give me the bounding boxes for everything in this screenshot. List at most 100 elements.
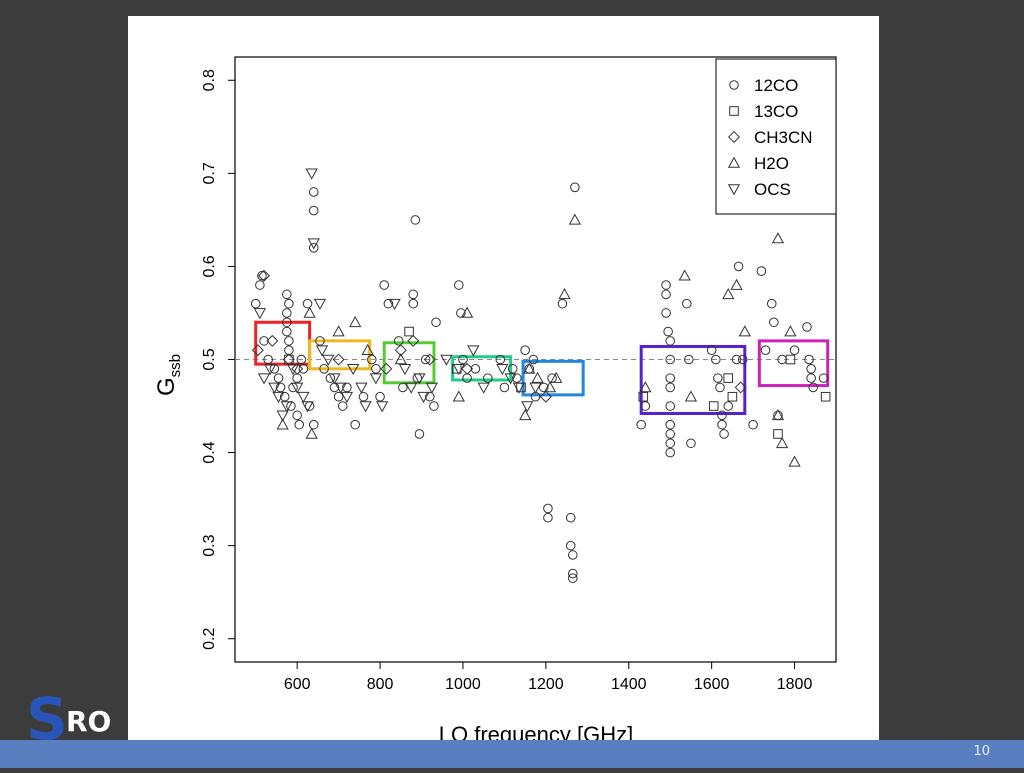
data-point-12co [665, 419, 676, 430]
data-point-h2o [558, 288, 571, 300]
data-point-12co [681, 298, 692, 309]
legend-label: 13CO [754, 102, 798, 121]
data-point-12co [337, 401, 348, 411]
data-point-12co [279, 391, 290, 402]
data-point-h2o [460, 306, 474, 318]
data-point-ocs [340, 391, 354, 404]
data-point-ocs [440, 354, 453, 366]
data-point-h2o [394, 353, 407, 365]
x-tick-label: 1000 [445, 676, 481, 693]
logo-text: RO [66, 705, 112, 738]
legend-marker [729, 106, 739, 116]
data-point-12co [414, 429, 425, 439]
y-tick-label: 0.8 [201, 69, 218, 91]
x-tick-label: 1400 [611, 676, 647, 693]
data-point-12co [296, 354, 307, 365]
data-point-12co [308, 187, 319, 197]
data-point-12co [661, 308, 671, 318]
data-point-h2o [678, 269, 691, 281]
data-point-ocs [276, 410, 289, 422]
data-point-h2o [722, 288, 735, 300]
data-point-12co [789, 345, 800, 355]
data-point-12co [383, 298, 394, 309]
data-point-12co [282, 317, 292, 328]
data-point-ocs [529, 382, 542, 394]
y-tick-label: 0.3 [201, 534, 218, 556]
legend-label: CH3CN [754, 128, 813, 147]
data-point-12co [366, 354, 377, 365]
data-point-ch3cn [266, 334, 279, 347]
data-point-12co [420, 354, 431, 365]
data-point-12co [507, 364, 518, 374]
data-point-13co [727, 391, 738, 402]
data-point-ocs [257, 373, 271, 385]
data-point-ocs [301, 401, 314, 413]
data-point-h2o [531, 371, 544, 383]
data-point-12co [308, 419, 319, 430]
legend-marker [727, 130, 741, 144]
data-point-12co [818, 373, 829, 383]
data-point-12co [769, 317, 779, 328]
data-point-12co [731, 354, 742, 365]
data-point-12co [275, 382, 286, 393]
data-point-12co [568, 568, 578, 579]
data-point-12co [557, 298, 568, 309]
data-point-12co [808, 382, 819, 393]
footer-bar [0, 740, 1024, 768]
highlight-box [521, 359, 585, 397]
data-point-ocs [477, 382, 490, 394]
data-point-ocs [313, 298, 327, 310]
data-point-ch3cn [291, 362, 304, 375]
data-point-12co [292, 410, 302, 421]
data-point-ocs [305, 168, 318, 180]
data-point-h2o [276, 418, 289, 430]
data-point-12co [333, 391, 344, 402]
page-number: 10 [973, 744, 990, 759]
logo-mark: S [26, 685, 68, 753]
data-point-12co [495, 354, 506, 365]
data-point-12co [263, 354, 273, 365]
data-point-ch3cn [407, 334, 420, 347]
x-tick-label: 1800 [777, 676, 813, 693]
data-point-12co [543, 512, 553, 523]
data-point-12co [737, 354, 748, 365]
data-point-12co [458, 354, 468, 365]
data-point-12co [665, 373, 676, 383]
data-point-ocs [425, 382, 439, 394]
data-point-ocs [388, 298, 401, 310]
legend-marker [727, 184, 741, 196]
data-point-12co [431, 317, 441, 328]
data-point-ocs [467, 345, 480, 357]
data-point-12co [425, 391, 435, 402]
data-point-12co [282, 289, 292, 300]
data-point-ocs [268, 382, 281, 394]
figure-panel: 600 800 1000 1200 1400 1600 1800 0.2 0.3 0.4 0.5 0.… [128, 16, 879, 768]
legend-label: 12CO [754, 76, 798, 95]
data-point-12co [733, 261, 744, 272]
data-point-ch3cn [258, 269, 271, 282]
data-point-ocs [297, 391, 310, 404]
data-point-13co [708, 401, 719, 411]
data-point-12co [565, 512, 576, 523]
data-point-13co [404, 326, 414, 337]
highlight-box [382, 341, 436, 385]
data-point-12co [684, 354, 694, 365]
svg-text:Gssb: Gssb [153, 354, 184, 396]
data-point-12co [371, 364, 381, 374]
data-point-h2o [771, 409, 785, 421]
data-point-12co [806, 364, 816, 374]
data-point-12co [804, 354, 814, 365]
data-point-12co [538, 382, 549, 393]
data-point-h2o [305, 427, 318, 439]
data-point-12co [665, 336, 676, 346]
data-point-h2o [730, 278, 743, 290]
data-point-12co [706, 345, 717, 355]
data-point-12co [756, 266, 767, 276]
data-point-13co [820, 391, 831, 402]
x-tick-label: 1600 [694, 676, 730, 693]
data-point-ocs [334, 382, 347, 394]
data-point-h2o [550, 371, 563, 383]
data-point-h2o [771, 232, 785, 244]
data-point-ch3cn [380, 362, 393, 375]
data-point-ocs [307, 238, 320, 250]
